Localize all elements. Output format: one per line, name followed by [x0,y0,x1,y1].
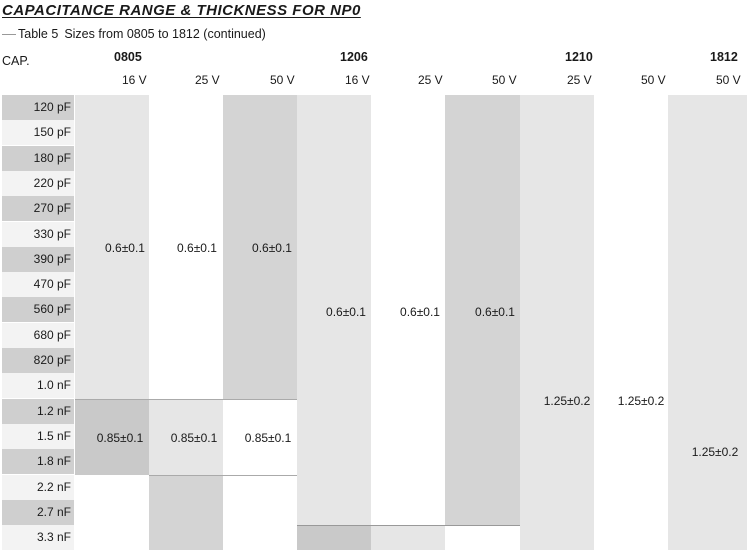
row-label: 180 pF [2,145,74,171]
block-0805-50v-b [223,399,297,475]
caption-text: Sizes from 0805 to 1812 (continued) [64,27,266,41]
block-1206-25v [371,95,445,525]
block-0805-25v-c [149,475,223,550]
table-caption: Table 5 Sizes from 0805 to 1812 (continue… [2,27,266,41]
block-1210-25v [520,95,594,550]
caption-rule [2,34,16,36]
row-label: 1.5 nF [2,423,74,449]
block-1206-16v [297,95,371,525]
block-1206-16v-below [297,525,371,550]
cap-column-header: CAP. [2,54,30,68]
value-0805-16v-a: 0.6±0.1 [105,241,145,255]
block-1206-25v-below [371,525,445,550]
table-title: CAPACITANCE RANGE & THICKNESS FOR NP0 [2,2,361,19]
thickness-table: 120 pF 150 pF 180 pF 220 pF 270 pF 330 pF 390 … [0,95,747,550]
value-0805-50v-b: 0.85±0.1 [244,431,292,445]
row-label: 1.8 nF [2,449,74,475]
voltage-header-0805-25v: 25 V [195,73,220,87]
value-1812-50v: 1.25±0.2 [691,445,739,459]
row-label: 3.3 nF [2,525,74,550]
voltage-header-1206-50v: 50 V [492,73,517,87]
value-0805-25v-b: 0.85±0.1 [170,431,218,445]
block-1812-50v [668,95,747,550]
row-label: 220 pF [2,170,74,196]
voltage-header-1210-25v: 25 V [567,73,592,87]
value-1206-50v: 0.6±0.1 [475,305,515,319]
voltage-header-1812-50v: 50 V [716,73,741,87]
voltage-header-0805-16v: 16 V [122,73,147,87]
value-0805-16v-b: 0.85±0.1 [96,431,144,445]
value-1206-25v: 0.6±0.1 [400,305,440,319]
block-0805-16v-c [75,475,149,550]
value-1210-50v: 1.25±0.2 [617,394,665,408]
size-header-0805: 0805 [114,50,142,64]
voltage-header-0805-50v: 50 V [270,73,295,87]
block-1206-50v-below [445,525,520,550]
block-0805-16v-b [75,399,149,475]
block-1210-50v [594,95,668,550]
row-label: 120 pF [2,95,74,120]
block-0805-25v-b [149,399,223,475]
size-header-1206: 1206 [340,50,368,64]
row-label: 390 pF [2,246,74,272]
block-0805-25v-a [149,95,223,399]
value-1210-25v: 1.25±0.2 [543,394,591,408]
row-label: 820 pF [2,348,74,373]
size-header-1210: 1210 [565,50,593,64]
voltage-header-1206-25v: 25 V [418,73,443,87]
block-0805-50v-c [223,475,297,550]
row-label: 2.2 nF [2,474,74,500]
block-1206-50v [445,95,520,525]
caption-label: Table 5 [18,27,59,41]
block-0805-16v-a [75,95,149,399]
size-header-1812: 1812 [710,50,738,64]
voltage-header-1210-50v: 50 V [641,73,666,87]
value-1206-16v: 0.6±0.1 [326,305,366,319]
value-0805-50v-a: 0.6±0.1 [252,241,292,255]
voltage-header-1206-16v: 16 V [345,73,370,87]
row-label: 1.2 nF [2,398,74,424]
block-0805-50v-a [223,95,297,399]
row-label: 1.0 nF [2,373,74,399]
row-label: 330 pF [2,221,74,247]
row-label: 2.7 nF [2,499,74,525]
row-label: 560 pF [2,297,74,323]
row-label: 270 pF [2,196,74,222]
value-0805-25v-a: 0.6±0.1 [177,241,217,255]
row-label: 680 pF [2,322,74,348]
row-label: 470 pF [2,272,74,298]
row-label: 150 pF [2,120,74,146]
